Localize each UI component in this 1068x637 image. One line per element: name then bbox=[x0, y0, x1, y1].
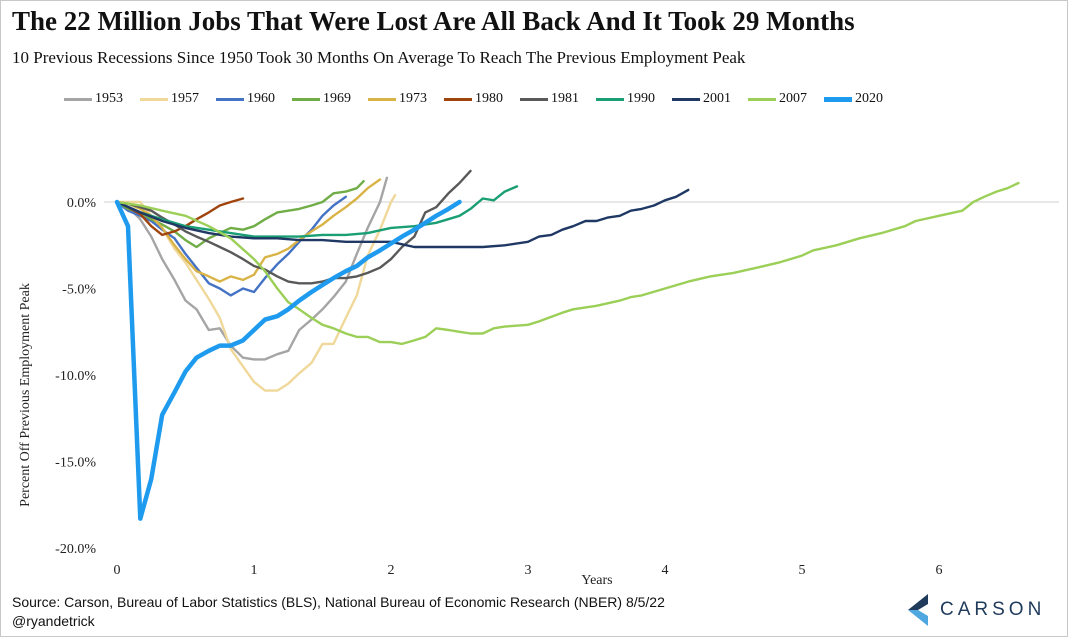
author-handle: @ryandetrick bbox=[12, 613, 95, 629]
series-line-2020 bbox=[114, 199, 462, 521]
legend-label: 1990 bbox=[627, 91, 655, 106]
carson-logo: CARSON bbox=[906, 592, 1045, 628]
series-line-2007 bbox=[115, 181, 1020, 346]
chart-title: The 22 Million Jobs That Were Lost Are A… bbox=[12, 6, 855, 36]
x-axis-label: Years bbox=[581, 573, 612, 588]
legend-label: 1953 bbox=[95, 91, 123, 106]
legend-swatch bbox=[292, 97, 320, 101]
legend-swatch bbox=[64, 97, 92, 101]
legend-swatch bbox=[672, 97, 700, 101]
series-line-1953 bbox=[115, 176, 389, 361]
legend-label: 1973 bbox=[399, 91, 427, 106]
chart-subtitle: 10 Previous Recessions Since 1950 Took 3… bbox=[12, 48, 746, 67]
legend-item-2001: 2001 bbox=[672, 91, 731, 107]
x-tick-label: 1 bbox=[251, 563, 258, 578]
legend-item-1980: 1980 bbox=[444, 91, 503, 107]
chart-legend: 1953 1957 1960 1969 1973 1980 1981 1990 2001 2007… bbox=[64, 89, 900, 109]
legend-swatch bbox=[596, 97, 624, 101]
legend-swatch bbox=[520, 97, 548, 101]
x-tick-label: 4 bbox=[662, 563, 669, 578]
legend-swatch bbox=[444, 97, 472, 101]
legend-swatch bbox=[216, 97, 244, 101]
source-note: Source: Carson, Bureau of Labor Statisti… bbox=[12, 594, 665, 610]
legend-swatch bbox=[140, 97, 168, 101]
legend-item-1973: 1973 bbox=[368, 91, 427, 107]
legend-item-1990: 1990 bbox=[596, 91, 655, 107]
legend-label: 1980 bbox=[475, 91, 503, 106]
legend-swatch bbox=[824, 96, 852, 102]
x-tick-label: 6 bbox=[936, 563, 943, 578]
y-tick-label: -10.0% bbox=[55, 369, 96, 384]
legend-label: 2020 bbox=[855, 91, 883, 106]
y-tick-label: 0.0% bbox=[67, 196, 97, 211]
legend-item-1981: 1981 bbox=[520, 91, 579, 107]
legend-label: 1960 bbox=[247, 91, 275, 106]
legend-label: 1969 bbox=[323, 91, 351, 106]
legend-label: 1981 bbox=[551, 91, 579, 106]
y-tick-label: -15.0% bbox=[55, 456, 96, 471]
x-tick-label: 0 bbox=[114, 563, 121, 578]
legend-swatch bbox=[368, 97, 396, 101]
y-tick-label: -5.0% bbox=[62, 283, 96, 298]
series-line-2001 bbox=[115, 188, 690, 249]
x-tick-label: 3 bbox=[525, 563, 532, 578]
logo-text: CARSON bbox=[940, 599, 1046, 620]
legend-item-1969: 1969 bbox=[292, 91, 351, 107]
series-line-1973 bbox=[115, 178, 382, 283]
carson-chevron-logo-icon bbox=[908, 594, 928, 626]
legend-label: 1957 bbox=[171, 91, 199, 106]
legend-swatch bbox=[748, 97, 776, 101]
legend-item-2007: 2007 bbox=[748, 91, 807, 107]
x-tick-label: 5 bbox=[799, 563, 806, 578]
legend-item-1957: 1957 bbox=[140, 91, 199, 107]
y-axis-label: Percent Off Previous Employment Peak bbox=[18, 283, 33, 507]
legend-item-1960: 1960 bbox=[216, 91, 275, 107]
legend-label: 2007 bbox=[779, 91, 807, 106]
legend-item-1953: 1953 bbox=[64, 91, 123, 107]
x-tick-label: 2 bbox=[388, 563, 395, 578]
y-tick-label: -20.0% bbox=[55, 542, 96, 557]
legend-label: 2001 bbox=[703, 91, 731, 106]
series-line-1990 bbox=[115, 185, 519, 238]
legend-item-2020: 2020 bbox=[824, 91, 883, 107]
